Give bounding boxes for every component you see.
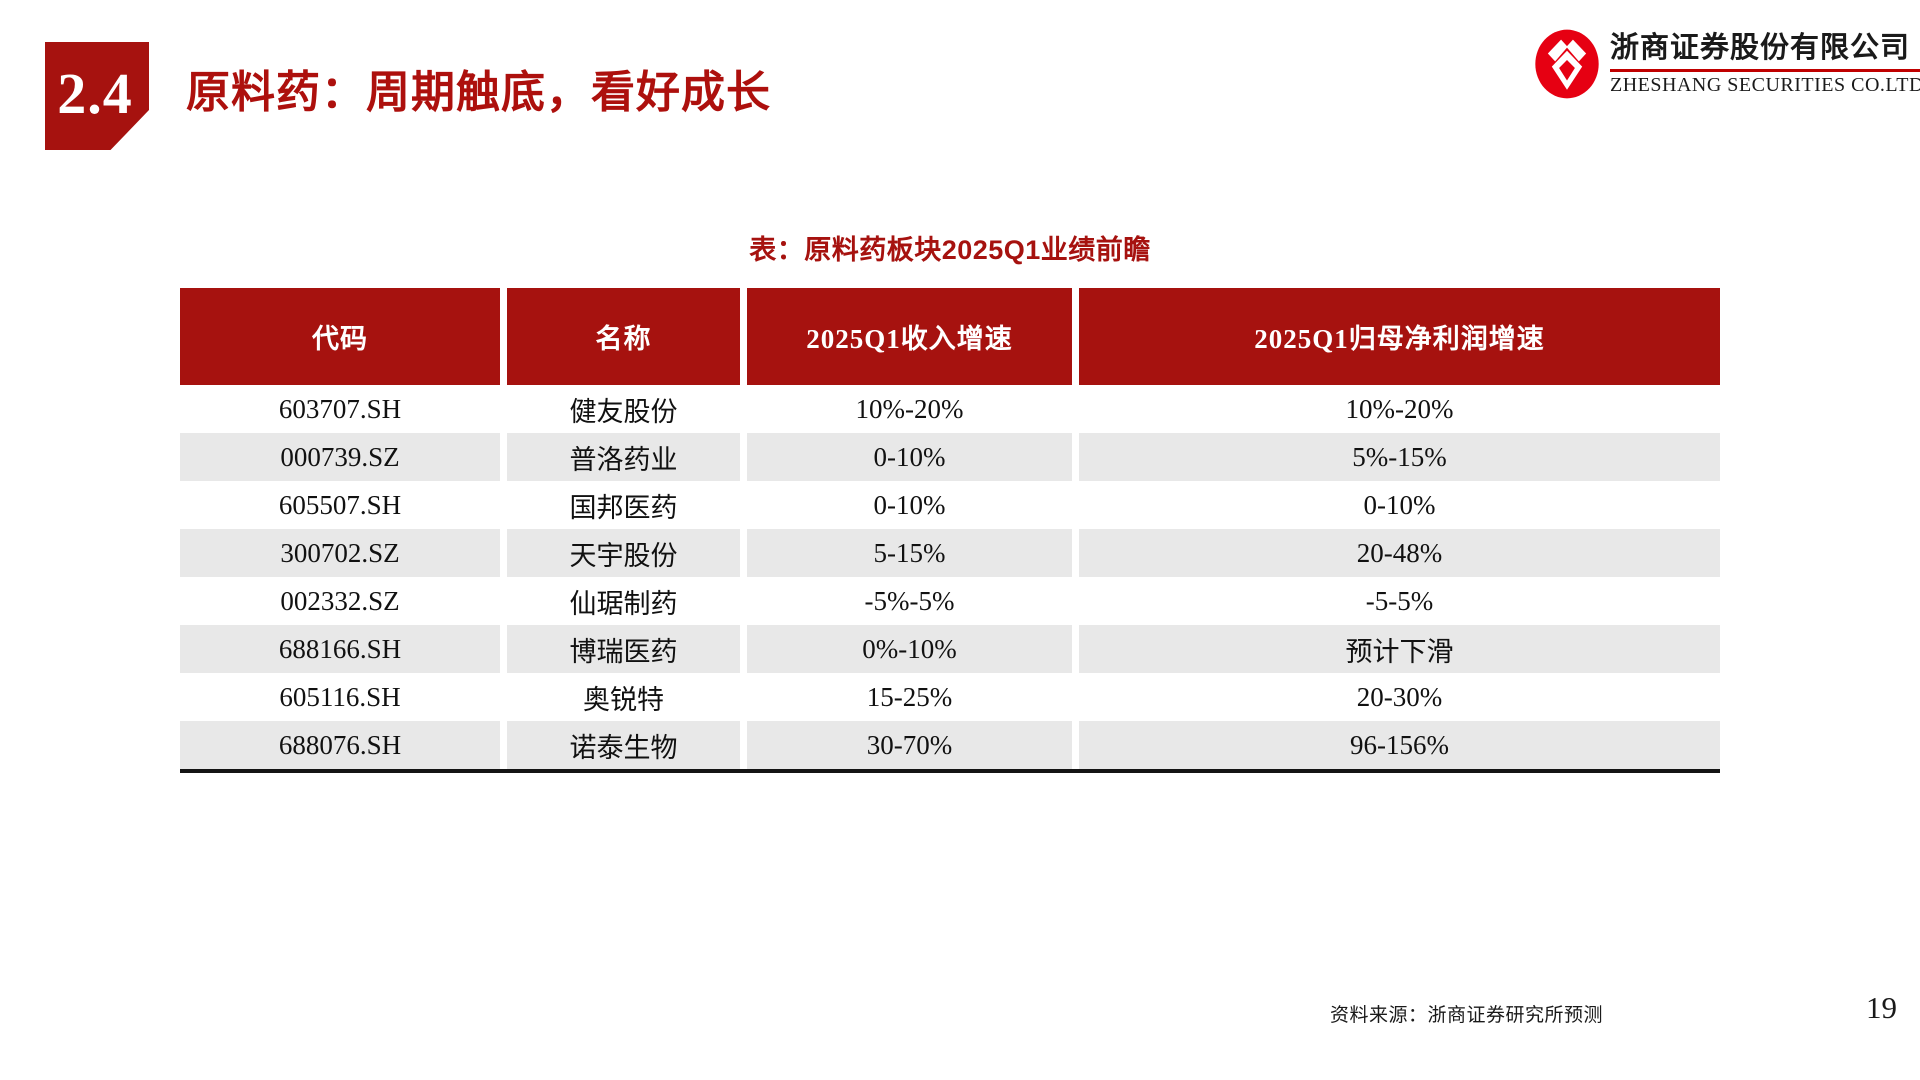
section-badge: 2.4 xyxy=(45,42,149,150)
table-cell: 30-70% xyxy=(747,721,1072,769)
table-cell: 天宇股份 xyxy=(507,529,740,577)
table-cell: 博瑞医药 xyxy=(507,625,740,673)
table-cell: 605116.SH xyxy=(180,673,500,721)
table-cell: 20-48% xyxy=(1079,529,1720,577)
earnings-preview-table: 代码 名称 2025Q1收入增速 2025Q1归母净利润增速 603707.SH 健友股… xyxy=(180,288,1720,773)
table-cell: 002332.SZ xyxy=(180,577,500,625)
table-cell: 诺泰生物 xyxy=(507,721,740,769)
table-cell: 96-156% xyxy=(1079,721,1720,769)
source-note: 资料来源：浙商证券研究所预测 xyxy=(1330,1005,1604,1026)
table-cell: 10%-20% xyxy=(747,385,1072,433)
table-cell: 0%-10% xyxy=(747,625,1072,673)
table-cell: 预计下滑 xyxy=(1079,625,1720,673)
table-header-row: 代码 名称 2025Q1收入增速 2025Q1归母净利润增速 xyxy=(180,288,1720,385)
column-header: 2025Q1收入增速 xyxy=(747,288,1072,385)
table-body: 603707.SH 健友股份 10%-20% 10%-20% 000739.SZ 普洛药业… xyxy=(180,385,1720,769)
table-row: 000739.SZ 普洛药业 0-10% 5%-15% xyxy=(180,433,1720,481)
table-row: 300702.SZ 天宇股份 5-15% 20-48% xyxy=(180,529,1720,577)
table-cell: 603707.SH xyxy=(180,385,500,433)
table-cell: 10%-20% xyxy=(1079,385,1720,433)
column-header: 名称 xyxy=(507,288,740,385)
table-row: 688166.SH 博瑞医药 0%-10% 预计下滑 xyxy=(180,625,1720,673)
zheshang-double-diamond-icon xyxy=(1535,29,1599,99)
table-row: 605116.SH 奥锐特 15-25% 20-30% xyxy=(180,673,1720,721)
table-cell: 000739.SZ xyxy=(180,433,500,481)
table-row: 688076.SH 诺泰生物 30-70% 96-156% xyxy=(180,721,1720,769)
table-cell: 300702.SZ xyxy=(180,529,500,577)
column-header: 2025Q1归母净利润增速 xyxy=(1079,288,1720,385)
table-cell: 5%-15% xyxy=(1079,433,1720,481)
table-cell: 仙琚制药 xyxy=(507,577,740,625)
table-cell: 605507.SH xyxy=(180,481,500,529)
company-logo: 浙商证券股份有限公司 ZHESHANG SECURITIES CO.LTD xyxy=(1534,24,1920,100)
table-caption: 表：原料药板块2025Q1业绩前瞻 xyxy=(749,235,1151,265)
section-number: 2.4 xyxy=(57,60,133,126)
table-cell: 688166.SH xyxy=(180,625,500,673)
page-title: 原料药：周期触底，看好成长 xyxy=(186,68,771,117)
logo-text-block: 浙商证券股份有限公司 ZHESHANG SECURITIES CO.LTD xyxy=(1610,24,1920,97)
page-number: 19 xyxy=(1866,990,1897,1025)
table-row: 605507.SH 国邦医药 0-10% 0-10% xyxy=(180,481,1720,529)
table-cell: 15-25% xyxy=(747,673,1072,721)
table-cell: -5-5% xyxy=(1079,577,1720,625)
table-cell: 国邦医药 xyxy=(507,481,740,529)
company-name-en: ZHESHANG SECURITIES CO.LTD xyxy=(1610,74,1920,96)
logo-underline xyxy=(1610,69,1920,72)
column-header: 代码 xyxy=(180,288,500,385)
table-cell: 健友股份 xyxy=(507,385,740,433)
company-name-cn: 浙商证券股份有限公司 xyxy=(1610,32,1911,64)
table-cell: 20-30% xyxy=(1079,673,1720,721)
table-cell: 688076.SH xyxy=(180,721,500,769)
table-cell: 0-10% xyxy=(1079,481,1720,529)
table-row: 603707.SH 健友股份 10%-20% 10%-20% xyxy=(180,385,1720,433)
table-cell: 0-10% xyxy=(747,433,1072,481)
table-cell: 5-15% xyxy=(747,529,1072,577)
table-cell: -5%-5% xyxy=(747,577,1072,625)
table-cell: 普洛药业 xyxy=(507,433,740,481)
table-cell: 奥锐特 xyxy=(507,673,740,721)
table-cell: 0-10% xyxy=(747,481,1072,529)
table-row: 002332.SZ 仙琚制药 -5%-5% -5-5% xyxy=(180,577,1720,625)
